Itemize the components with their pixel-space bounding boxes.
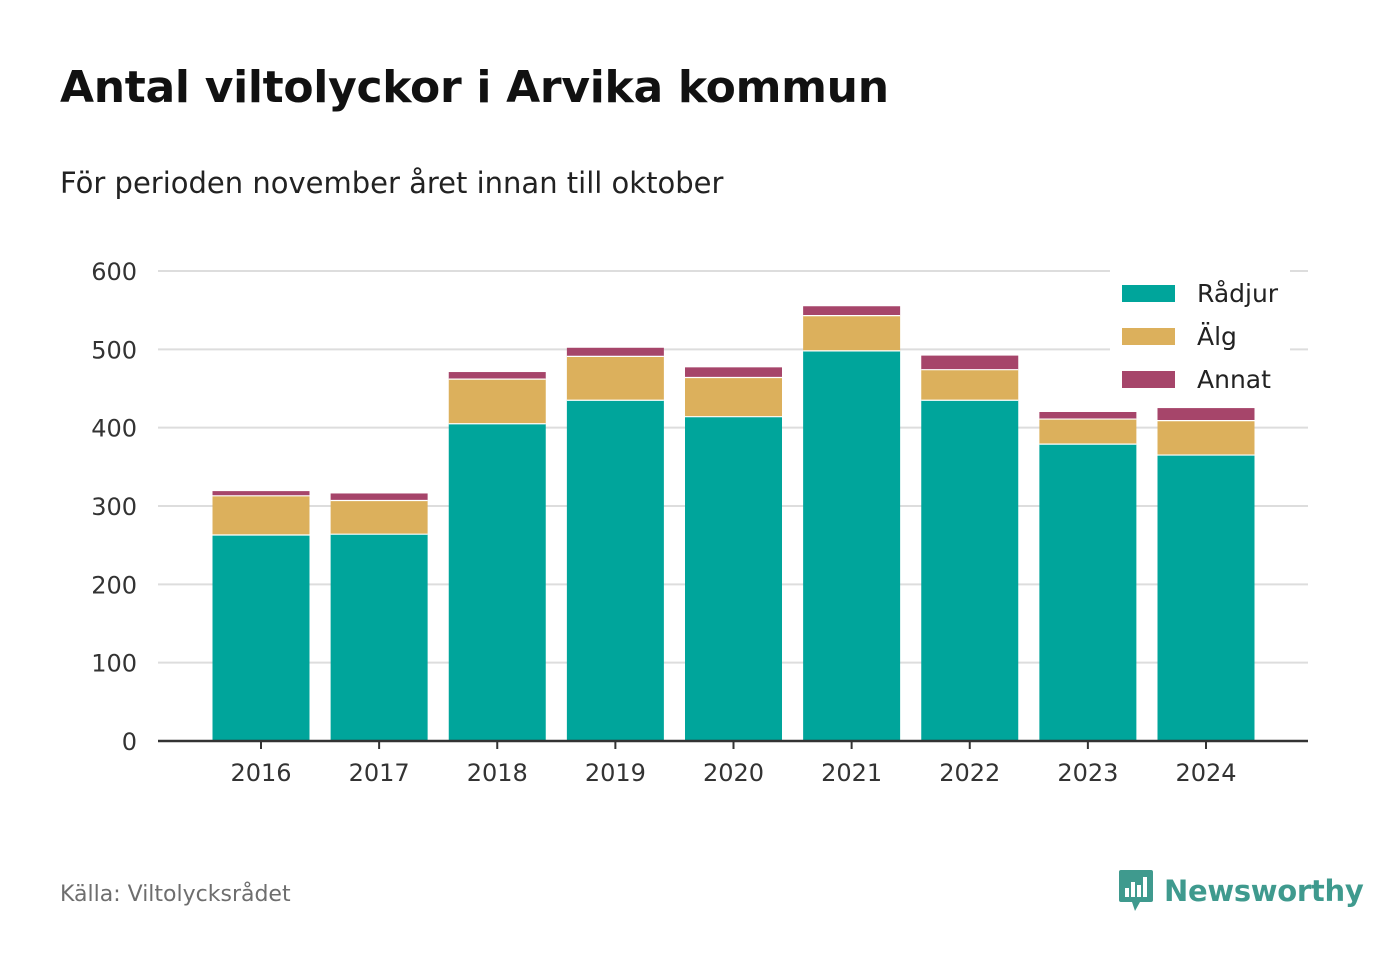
- y-tick-label: 400: [91, 415, 137, 443]
- x-tick-label: 2021: [821, 759, 882, 787]
- y-tick-label: 600: [91, 258, 137, 286]
- bar-segment-radjur-2018: [448, 423, 546, 741]
- axes: 0 100 200 300 400 500 600 2016 2017 2018 2019 2020 2…: [91, 258, 1308, 787]
- bar-segment-radjur-2023: [1039, 444, 1137, 741]
- x-tick-label: 2018: [467, 759, 528, 787]
- bars: [212, 306, 1255, 741]
- y-tick-label: 300: [91, 493, 137, 521]
- bar-segment-annat-2017: [330, 493, 428, 501]
- legend-swatch: [1122, 285, 1175, 302]
- y-tick-label: 0: [122, 728, 137, 756]
- bar-segment-alg-2019: [566, 356, 664, 401]
- y-tick-label: 200: [91, 571, 137, 599]
- legend-swatch: [1122, 371, 1175, 388]
- bar-segment-radjur-2020: [685, 416, 782, 741]
- y-tick-label: 500: [91, 336, 137, 364]
- legend-label: Rådjur: [1197, 279, 1279, 308]
- bar-segment-radjur-2024: [1157, 455, 1255, 741]
- bar-segment-radjur-2021: [803, 350, 901, 741]
- chart-subtitle: För perioden november året innan till ok…: [60, 166, 724, 200]
- x-tick-label: 2019: [585, 759, 646, 787]
- x-tick-label: 2023: [1057, 759, 1118, 787]
- brand-logo: Newsworthy: [1118, 868, 1364, 914]
- bar-segment-annat-2021: [803, 306, 901, 316]
- bar-segment-annat-2019: [566, 347, 664, 357]
- bar-segment-alg-2023: [1039, 419, 1137, 445]
- legend: Rådjur Älg Annat: [1110, 264, 1290, 405]
- bar-segment-alg-2021: [803, 315, 901, 351]
- x-tick-label: 2016: [230, 759, 291, 787]
- bar-segment-radjur-2016: [212, 534, 310, 741]
- bar-segment-alg-2016: [212, 495, 310, 535]
- bar-segment-radjur-2019: [566, 400, 664, 741]
- legend-label: Annat: [1197, 365, 1271, 394]
- y-tick-label: 100: [91, 650, 137, 678]
- newsworthy-logo-icon: [1119, 870, 1153, 911]
- legend-label: Älg: [1197, 322, 1237, 351]
- x-tick-label: 2017: [349, 759, 410, 787]
- bar-segment-annat-2022: [921, 355, 1019, 370]
- legend-swatch: [1122, 328, 1175, 345]
- bar-segment-radjur-2017: [330, 534, 428, 741]
- bar-segment-annat-2016: [212, 491, 310, 496]
- bar-segment-annat-2023: [1039, 412, 1137, 420]
- bar-segment-alg-2022: [921, 369, 1019, 401]
- brand-name: Newsworthy: [1164, 874, 1364, 908]
- bar-segment-annat-2018: [448, 372, 546, 380]
- bar-segment-alg-2018: [448, 379, 546, 424]
- x-tick-label: 2024: [1175, 759, 1236, 787]
- x-tick-label: 2020: [703, 759, 764, 787]
- chart-title: Antal viltolyckor i Arvika kommun: [60, 62, 889, 113]
- source-note: Källa: Viltolycksrådet: [60, 882, 291, 907]
- bar-segment-radjur-2022: [921, 400, 1019, 741]
- bar-segment-annat-2020: [685, 367, 782, 378]
- x-tick-label: 2022: [939, 759, 1000, 787]
- bar-segment-alg-2020: [685, 377, 782, 417]
- bar-segment-alg-2017: [330, 500, 428, 535]
- bar-segment-annat-2024: [1157, 408, 1255, 421]
- bar-segment-alg-2024: [1157, 420, 1255, 456]
